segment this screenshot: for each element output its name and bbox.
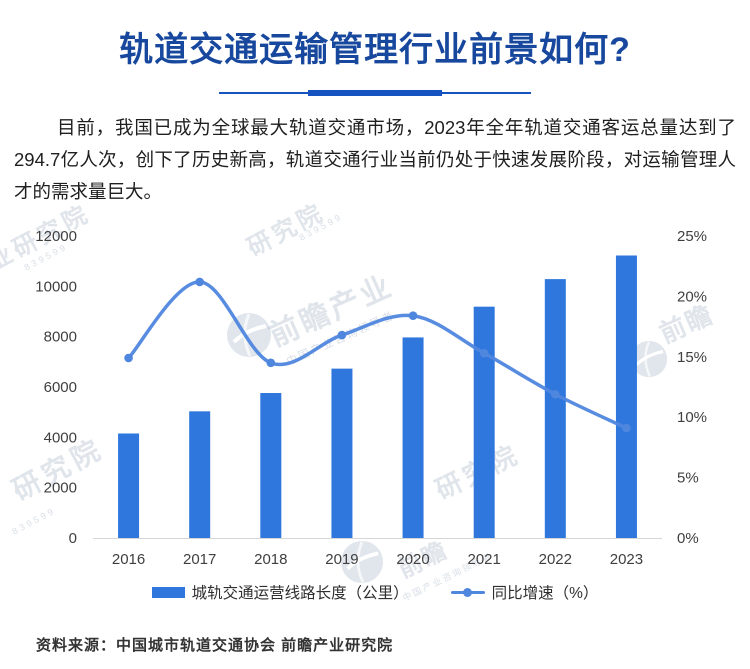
bar-2017 xyxy=(189,411,211,538)
line-series-marker-icon xyxy=(450,587,485,597)
right-axis-tick: 10% xyxy=(677,409,707,426)
x-axis-label: 2021 xyxy=(468,551,501,568)
combo-chart: 0 2000 4000 6000 8000 10000 12000 0% 5% 10% 15% 20%… xyxy=(35,228,707,568)
right-axis-tick: 5% xyxy=(677,470,699,487)
left-axis-tick: 4000 xyxy=(44,429,77,446)
right-axis-tick: 0% xyxy=(677,530,699,547)
bar-2020 xyxy=(402,337,424,538)
left-axis-tick: 0 xyxy=(69,530,77,547)
legend-item-bar: 城轨交通运营线路长度（公里） xyxy=(151,581,409,603)
title-underline xyxy=(219,90,531,96)
left-axis-tick: 10000 xyxy=(35,278,77,295)
left-axis-tick: 8000 xyxy=(44,329,77,346)
chart-legend: 城轨交通运营线路长度（公里） 同比增速（%） xyxy=(0,581,750,603)
x-axis-label: 2018 xyxy=(254,551,287,568)
bar-series-label: 城轨交通运营线路长度（公里） xyxy=(191,585,409,602)
data-source: 资料来源：中国城市轨道交通协会 前瞻产业研究院 xyxy=(36,637,394,654)
right-axis-tick: 25% xyxy=(677,228,707,245)
bar-2022 xyxy=(544,279,566,538)
left-axis-tick: 12000 xyxy=(35,228,77,245)
right-axis-tick: 20% xyxy=(677,288,707,305)
x-axis-label: 2022 xyxy=(539,551,572,568)
right-axis-tick: 15% xyxy=(677,349,707,366)
x-axis-label: 2023 xyxy=(610,551,643,568)
page-title: 轨道交通运输管理行业前景如何? xyxy=(119,31,631,69)
bar-2018 xyxy=(260,393,282,538)
growth-point-2021 xyxy=(479,348,489,358)
x-axis-label: 2016 xyxy=(112,551,145,568)
line-series-label: 同比增速（%） xyxy=(491,585,599,602)
x-axis-label: 2020 xyxy=(396,551,429,568)
x-axis-label: 2019 xyxy=(325,551,358,568)
bar-series-swatch xyxy=(151,586,185,598)
bar-2019 xyxy=(331,368,353,538)
growth-point-2020 xyxy=(408,311,418,321)
x-axis-label: 2017 xyxy=(183,551,216,568)
growth-point-2023 xyxy=(622,423,631,433)
legend-item-line: 同比增速（%） xyxy=(450,581,599,603)
growth-point-2017 xyxy=(195,277,204,287)
bar-2016 xyxy=(118,433,140,538)
growth-point-2016 xyxy=(124,353,133,363)
growth-point-2018 xyxy=(266,358,276,368)
title-underline-thick xyxy=(308,90,442,96)
bar-2021 xyxy=(473,306,495,538)
bar-2023 xyxy=(615,255,637,539)
left-axis-tick: 2000 xyxy=(44,480,77,497)
left-axis-tick: 6000 xyxy=(44,379,77,396)
intro-paragraph: 目前，我国已成为全球最大轨道交通市场，2023年全年轨道交通客运总量达到了294… xyxy=(14,117,736,202)
growth-point-2019 xyxy=(337,330,347,340)
growth-point-2022 xyxy=(551,389,560,399)
